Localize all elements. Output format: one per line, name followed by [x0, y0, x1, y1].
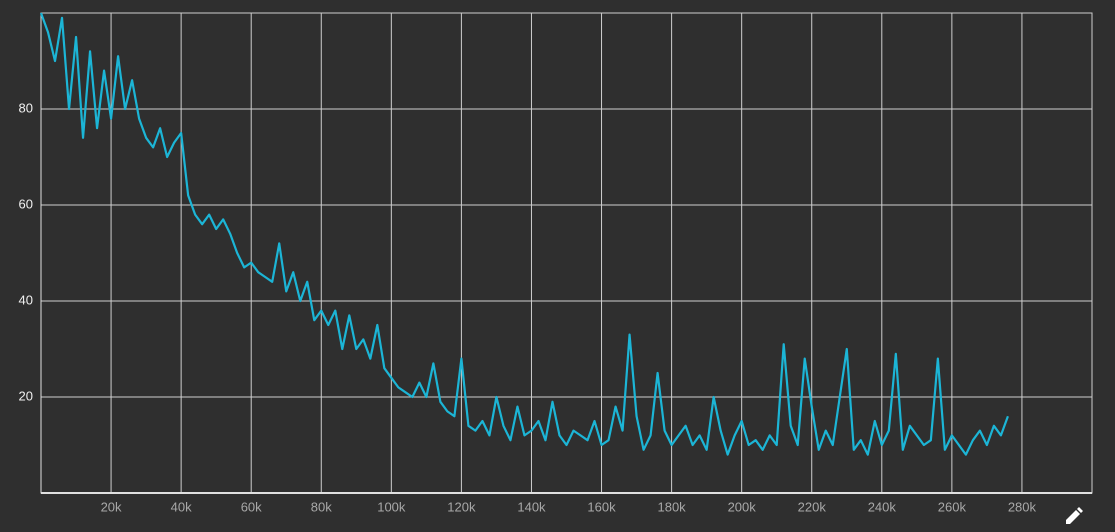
x-tick-label: 160k [587, 499, 616, 514]
x-tick-label: 280k [1008, 499, 1037, 514]
x-tick-label: 60k [241, 499, 262, 514]
x-tick-label: 100k [377, 499, 406, 514]
x-tick-label: 140k [517, 499, 546, 514]
x-tick-label: 20k [101, 499, 122, 514]
x-tick-label: 180k [657, 499, 686, 514]
y-tick-label: 20 [19, 388, 33, 403]
y-tick-label: 40 [19, 292, 33, 307]
x-tick-label: 200k [728, 499, 757, 514]
x-tick-label: 40k [171, 499, 192, 514]
x-tick-label: 260k [938, 499, 967, 514]
x-tick-label: 120k [447, 499, 476, 514]
x-tick-label: 80k [311, 499, 332, 514]
edit-icon[interactable] [1066, 507, 1083, 524]
x-tick-label: 220k [798, 499, 827, 514]
series-line [39, 12, 1009, 456]
x-tick-label: 240k [868, 499, 897, 514]
y-tick-label: 80 [19, 100, 33, 115]
y-tick-label: 60 [19, 196, 33, 211]
pencil [1066, 507, 1083, 524]
